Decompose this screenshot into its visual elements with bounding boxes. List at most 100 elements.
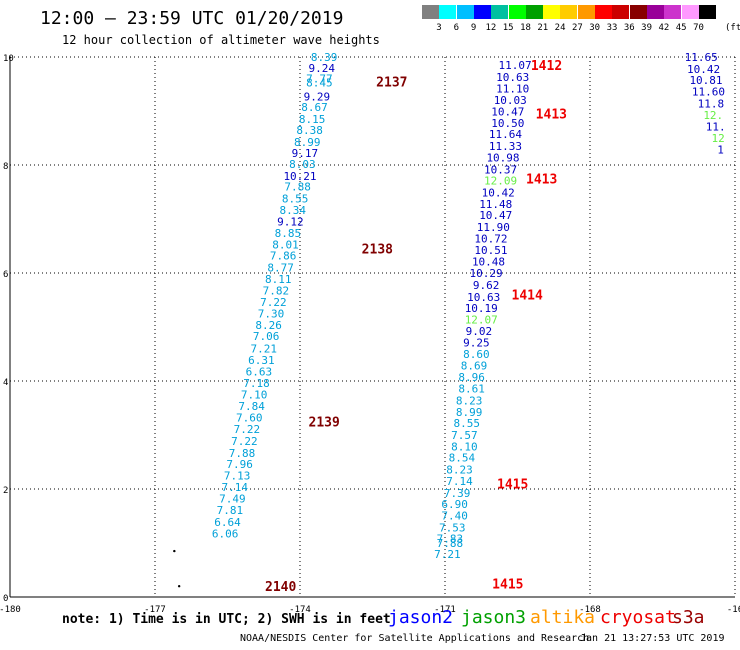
data-point-label: 8.96: [458, 371, 485, 384]
data-point-label: 11.90: [477, 221, 510, 234]
pass-number-label: 1414: [512, 289, 543, 304]
data-point-label: 7.82: [263, 284, 290, 297]
data-point-label: 7.88: [284, 181, 311, 194]
legend-unit: (ft): [725, 23, 740, 33]
legend-swatch: [577, 5, 595, 19]
x-tick-label: -168: [579, 605, 601, 612]
data-point-label: 10.63: [496, 71, 529, 84]
legend-swatch: [473, 5, 491, 19]
legend-label: 24: [554, 23, 566, 33]
legend-swatch: [664, 5, 682, 19]
y-tick-label: 8: [3, 162, 8, 172]
data-point-label: 12.: [703, 109, 723, 122]
data-point-label: 7.10: [241, 389, 268, 402]
data-point-label: 10.47: [479, 209, 512, 222]
data-point-label: 9.25: [463, 337, 490, 350]
data-point-label: 7.53: [439, 521, 466, 534]
wave-height-plot: -180-177-174-171-168-1602468108.399.247.…: [0, 51, 740, 612]
x-tick-label: -174: [289, 605, 311, 612]
data-point-label: 10.63: [467, 291, 500, 304]
data-point-label: 11.48: [479, 198, 512, 211]
x-tick-label: -177: [144, 605, 166, 612]
legend-swatch: [681, 5, 699, 19]
data-point-label: 7.88: [229, 447, 256, 460]
pass-number-label: 1412: [531, 59, 562, 74]
data-point-label: 8.15: [299, 113, 326, 126]
data-point-label: 12: [711, 132, 724, 145]
legend-swatch: [525, 5, 543, 19]
data-point-label: 8.99: [294, 136, 321, 149]
y-tick-label: 2: [3, 486, 8, 496]
x-tick-label: -171: [434, 605, 456, 612]
data-point-label: 10.72: [474, 232, 507, 245]
legend-swatch: [698, 5, 716, 19]
legend-label: 45: [675, 23, 687, 33]
data-point-label: 8.69: [461, 359, 488, 372]
pass-number-label: 1413: [536, 108, 567, 123]
data-point-label: 7.21: [251, 343, 278, 356]
data-point-label: 10.81: [689, 74, 722, 87]
y-tick-label: 4: [3, 378, 8, 388]
data-point-label: 8.45: [306, 76, 333, 89]
pass-number-label: 2139: [309, 416, 340, 431]
data-point-label: 10.29: [470, 267, 503, 280]
data-point-label: 9.12: [277, 216, 304, 229]
data-point-label: 10.48: [472, 256, 505, 269]
chart-subtitle: 12 hour collection of altimeter wave hei…: [62, 33, 380, 47]
data-point-label: 8.55: [454, 417, 481, 430]
data-point-label: 9.02: [466, 325, 493, 338]
legend-label: 39: [641, 23, 653, 33]
pass-number-label: 2140: [265, 580, 296, 595]
legend-swatch: [560, 5, 578, 19]
satellite-legend-cryosat: cryosat: [600, 607, 676, 628]
satellite-legend-altika: altika: [530, 607, 596, 628]
data-point-dot: [177, 585, 181, 588]
data-point-label: 7.14: [222, 481, 249, 494]
pass-number-label: 1413: [526, 173, 557, 188]
data-point-label: 8.54: [449, 452, 476, 465]
legend-swatch: [543, 5, 561, 19]
data-point-label: 8.38: [296, 124, 323, 137]
legend-label: 18: [520, 23, 531, 33]
data-point-label: 11.07: [499, 59, 532, 72]
data-point-label: 7.13: [224, 470, 251, 483]
data-point-label: 7.81: [217, 504, 244, 517]
satellite-legend-jason2: jason2: [388, 607, 454, 628]
data-point-label: 8.23: [456, 394, 483, 407]
legend-label: 12: [485, 23, 497, 33]
data-point-label: 6.31: [248, 354, 275, 367]
legend-swatch: [439, 5, 457, 19]
data-point-label: 8.39: [311, 51, 338, 64]
data-point-label: 10.51: [474, 244, 507, 257]
data-point-label: 11.8: [698, 97, 725, 110]
data-point-label: 8.01: [272, 238, 299, 251]
legend-label: 70: [693, 23, 704, 33]
footer-note: note: 1) Time is in UTC; 2) SWH is in fe…: [62, 612, 391, 627]
data-point-label: 8.99: [456, 406, 483, 419]
data-point-label: 8.03: [289, 158, 316, 171]
y-tick-label: 0: [3, 594, 8, 604]
data-point-label: 10.03: [494, 94, 527, 107]
legend-label: 27: [571, 23, 583, 33]
data-point-label: 7.22: [231, 435, 258, 448]
data-point-label: 7.21: [434, 548, 461, 561]
data-point-label: 10.21: [283, 170, 316, 183]
pass-number-label: 1415: [497, 478, 528, 493]
legend-swatch: [422, 5, 439, 19]
data-point-label: 8.77: [267, 262, 294, 275]
legend-swatch: [612, 5, 630, 19]
legend-swatch: [595, 5, 612, 19]
data-point-label: 8.23: [446, 464, 473, 477]
y-tick-label: 6: [3, 270, 8, 280]
data-point-dot: [173, 549, 176, 553]
data-point-label: 10.19: [465, 302, 498, 315]
timestamp: Jan 21 13:27:53 UTC 2019: [580, 633, 725, 644]
data-point-label: 7.86: [270, 250, 297, 263]
data-point-label: 7.88: [437, 537, 464, 550]
pass-number-label: 2138: [362, 243, 393, 258]
data-point-label: 6.63: [246, 365, 273, 378]
data-point-label: 7.83: [437, 533, 464, 546]
data-point-label: 1: [717, 143, 724, 156]
data-point-label: 7.39: [444, 487, 471, 500]
data-point-label: 9.62: [473, 279, 500, 292]
